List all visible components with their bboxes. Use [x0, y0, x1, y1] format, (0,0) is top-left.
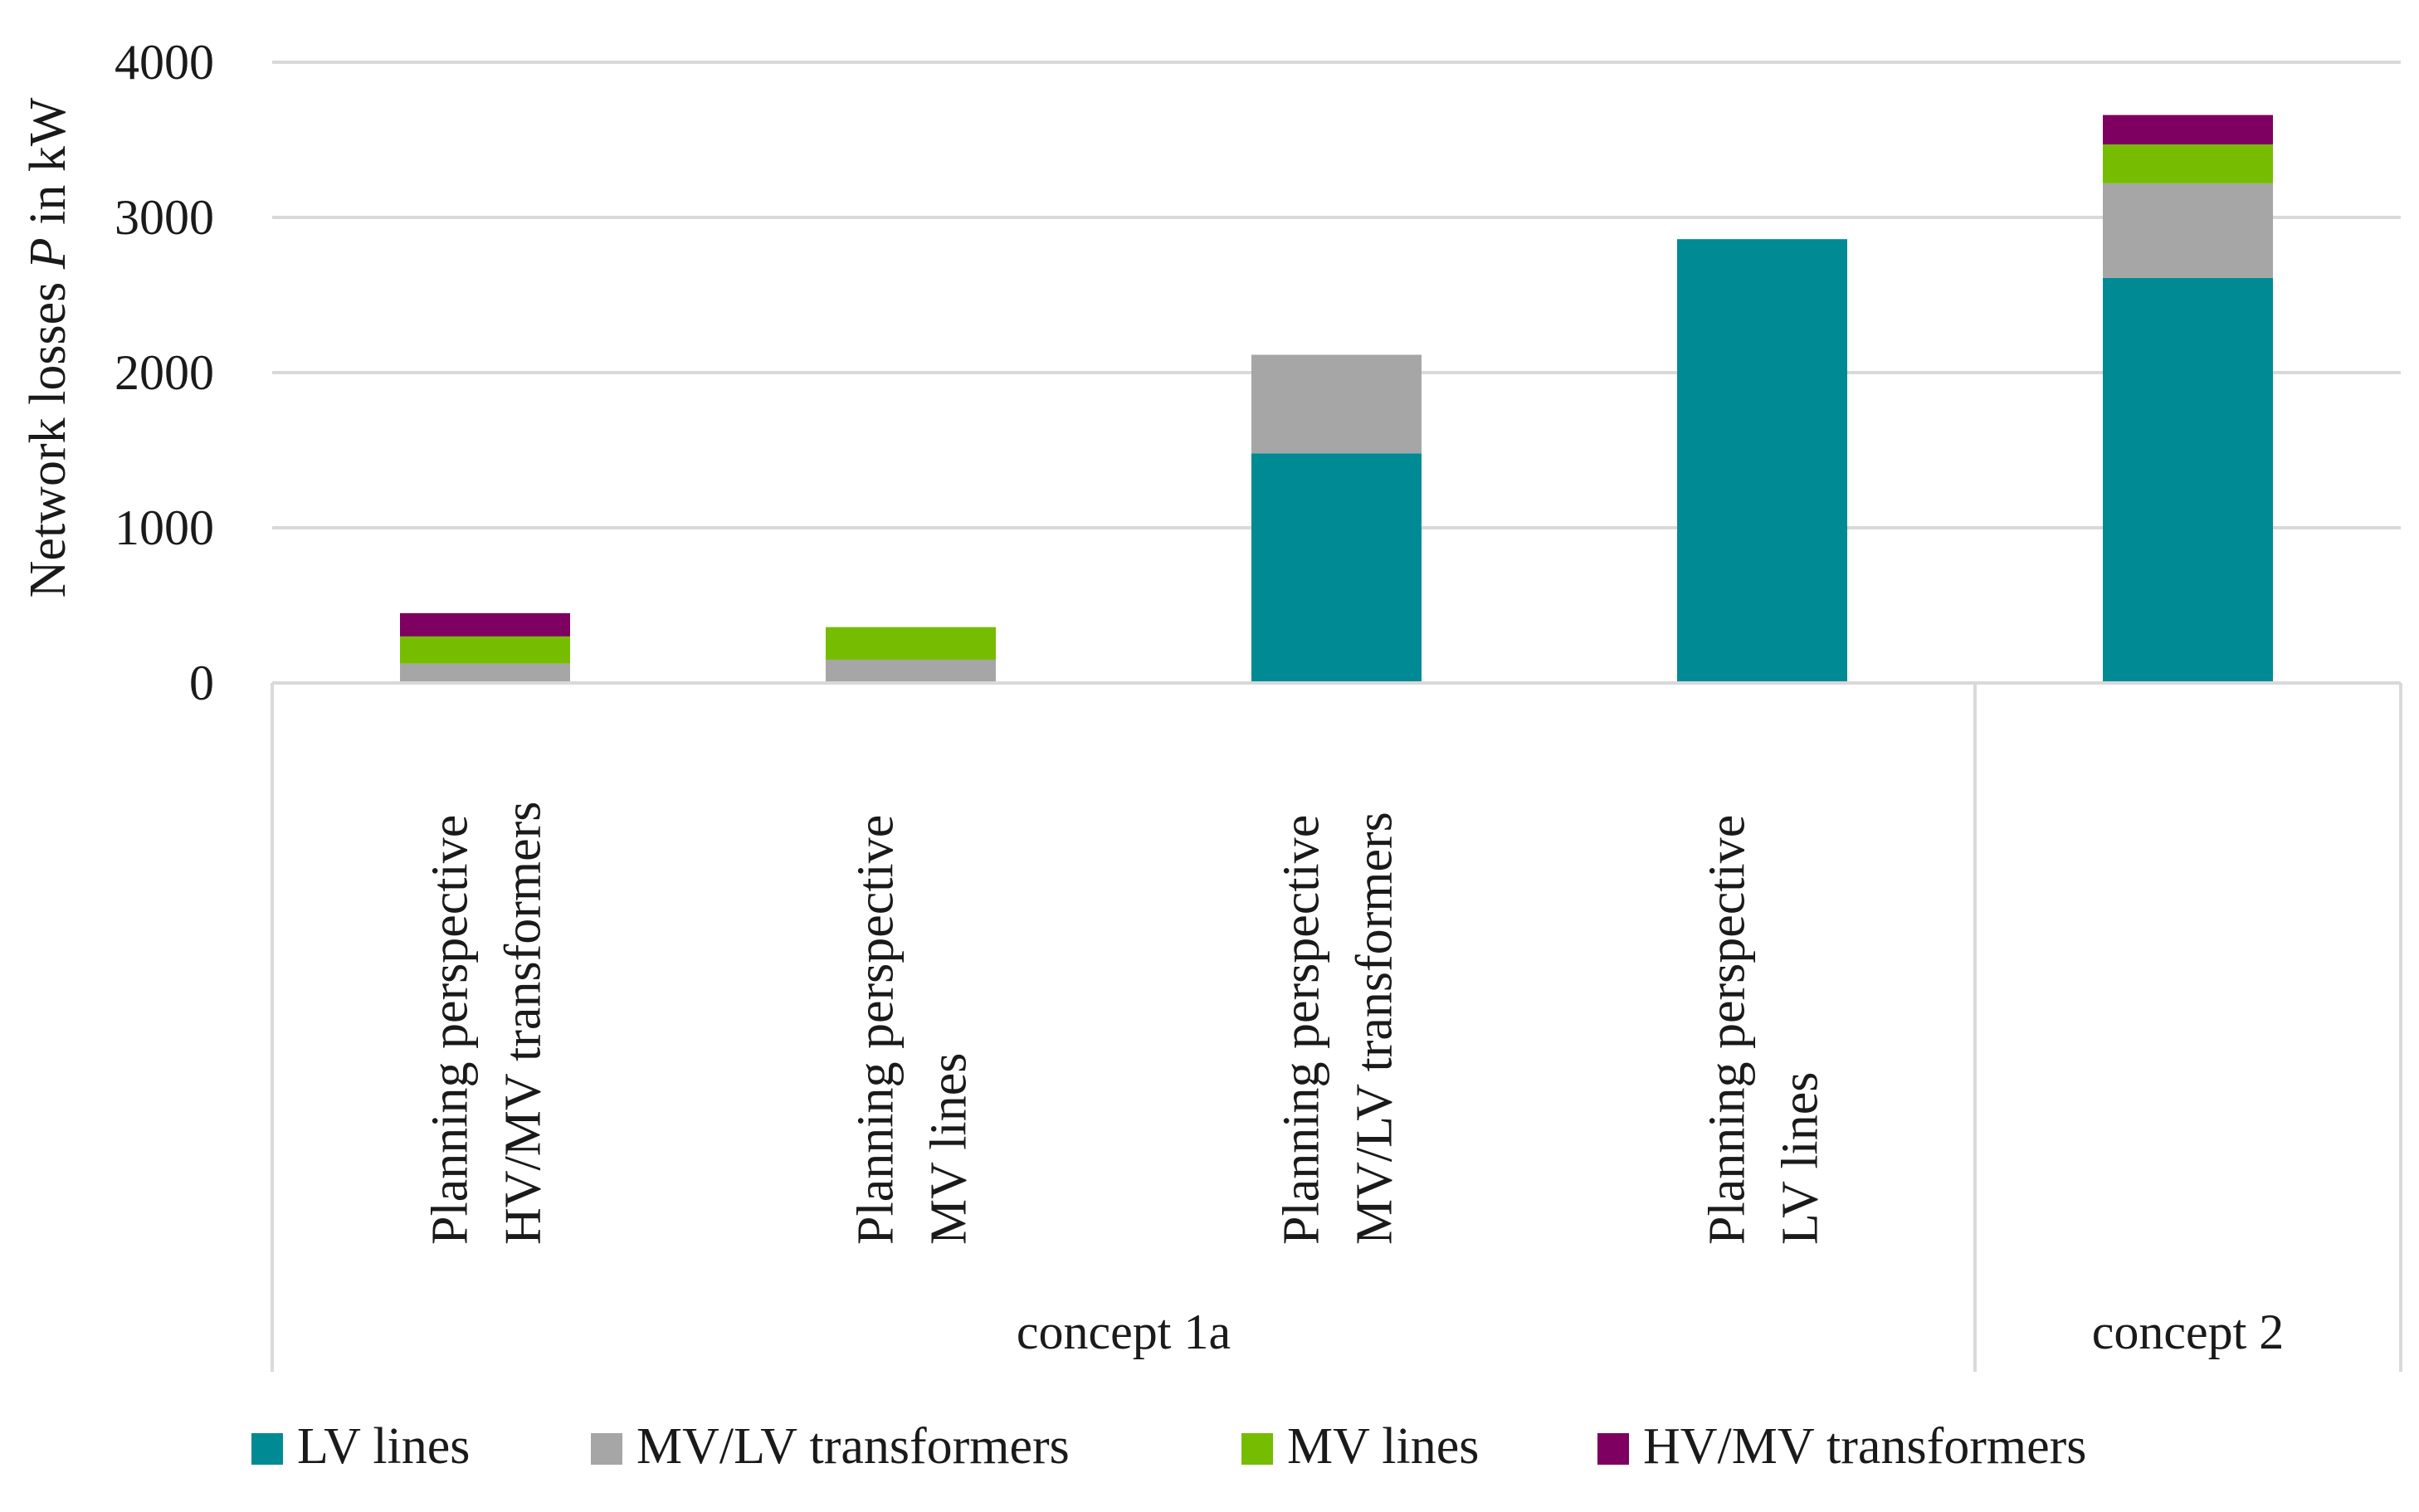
bar-cat5-hv-mv-transformers — [2103, 115, 2273, 145]
axis-layer: 0 1000 2000 3000 4000 Network losses P in kW c… — [20, 35, 2402, 1372]
bar-cat1-hv-mv-transformers — [400, 612, 570, 637]
y-tick-label-1000: 1000 — [115, 500, 214, 555]
category-label-3-line-2: MV/LV transformers — [1347, 812, 1403, 1245]
y-tick-label-0: 0 — [189, 656, 214, 710]
y-tick-label-4000: 4000 — [115, 35, 214, 90]
legend-label-3: MV lines — [1287, 1418, 1479, 1475]
bar-cat5-mv-lv-transformers — [2103, 183, 2273, 278]
legend-swatch-4 — [1597, 1433, 1629, 1465]
category-label-2-line-1: Planning perspective — [848, 815, 905, 1245]
category-label-3-line-1: Planning perspective — [1274, 815, 1330, 1245]
bar-cat2-mv-lines — [826, 627, 996, 660]
bar-cat4-lv-lines — [1677, 239, 1847, 683]
bar-cat1-mv-lv-transformers — [400, 663, 570, 683]
legend-swatch-1 — [251, 1433, 283, 1465]
bar-cat5-lv-lines — [2103, 277, 2273, 683]
legend-swatch-2 — [591, 1433, 622, 1465]
y-axis-title: Network losses P in kW — [20, 97, 76, 597]
legend-layer: LV lines MV/LV transformers MV lines HV/MV … — [251, 1418, 2086, 1475]
group-label-1: concept 1a — [1017, 1305, 1231, 1359]
bar-cat3-mv-lv-transformers — [1251, 354, 1422, 454]
legend-label-1: LV lines — [297, 1418, 470, 1475]
bar-cat5-mv-lines — [2103, 144, 2273, 183]
legend-label-4: HV/MV transformers — [1643, 1418, 2086, 1475]
bars-layer — [400, 115, 2273, 683]
legend-label-2: MV/LV transformers — [636, 1418, 1070, 1475]
category-label-4-line-1: Planning perspective — [1700, 815, 1756, 1245]
bar-cat3-lv-lines — [1251, 453, 1422, 683]
category-label-4-line-2: LV lines — [1773, 1072, 1829, 1245]
y-axis-title-variable: P — [20, 237, 76, 270]
y-tick-label-3000: 3000 — [115, 190, 214, 245]
legend-swatch-3 — [1241, 1433, 1273, 1465]
group-label-2: concept 2 — [2092, 1305, 2285, 1359]
category-label-1-line-2: HV/MV transformers — [495, 802, 552, 1245]
y-axis-title-prefix: Network losses — [20, 269, 76, 597]
y-tick-label-2000: 2000 — [115, 345, 214, 400]
category-label-2-line-2: MV lines — [921, 1053, 978, 1245]
category-label-1-line-1: Planning perspective — [422, 815, 479, 1245]
bar-cat2-mv-lv-transformers — [826, 659, 996, 683]
y-axis-title-suffix: in kW — [20, 97, 76, 237]
bar-cat1-mv-lines — [400, 636, 570, 664]
